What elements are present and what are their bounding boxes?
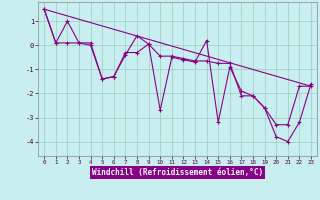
X-axis label: Windchill (Refroidissement éolien,°C): Windchill (Refroidissement éolien,°C) bbox=[92, 168, 263, 177]
